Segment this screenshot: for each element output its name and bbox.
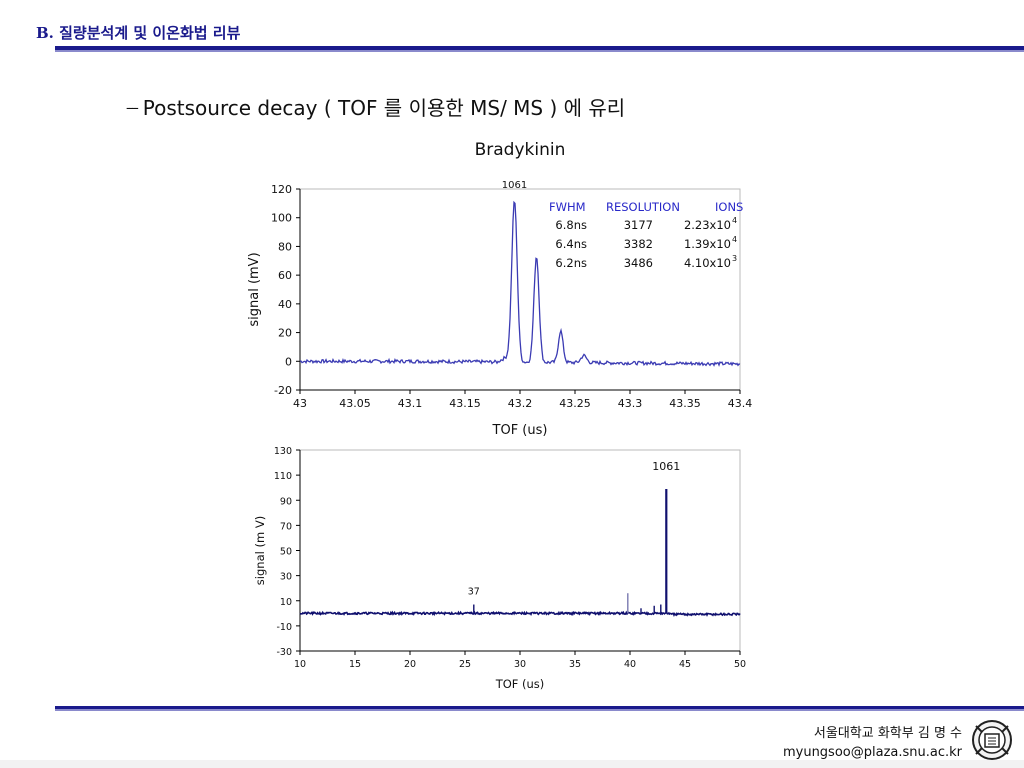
x-tick-label: 43.2 [508,397,533,410]
x-axis-label: TOF (us) [492,423,548,438]
bullet-dash: ---- [126,101,139,116]
table-cell-exponent: 4 [732,235,737,244]
table-cell-resolution: 3486 [624,256,653,270]
y-tick-label: 110 [274,471,292,482]
peak-annotation: 37 [468,587,480,598]
bullet-text: ---- Postsource decay ( TOF 를 이용한 MS/ MS … [126,92,625,121]
x-tick-label: 20 [404,659,416,670]
y-tick-label: 10 [280,597,292,608]
y-tick-label: 40 [278,298,292,311]
x-tick-label: 43.4 [728,397,753,410]
page-bottom-strip [0,760,1024,768]
x-tick-label: 43.3 [618,397,643,410]
table-header: FWHM [549,200,586,214]
x-tick-label: 35 [569,659,581,670]
footer-affiliation: 서울대학교 화학부 김 명 수 [813,726,962,741]
y-tick-label: 80 [278,240,292,253]
x-tick-label: 43.25 [559,397,591,410]
chart-title: Bradykinin [474,140,566,160]
x-axis-label: TOF (us) [495,677,545,691]
table-cell-resolution: 3382 [624,237,653,251]
y-tick-label: 20 [278,327,292,340]
y-tick-label: 120 [271,183,292,196]
header-rule [55,46,1024,50]
header-rule-shadow [55,50,1024,52]
footer-text: 서울대학교 화학부 김 명 수 myungsoo@plaza.snu.ac.kr [783,724,962,762]
footer-rule [55,706,1024,709]
table-header: RESOLUTION [606,200,680,214]
table-cell-fwhm: 6.4ns [555,237,587,251]
university-seal-logo [972,720,1012,760]
y-axis-label: signal (m V) [253,516,267,585]
x-tick-label: 43.15 [449,397,481,410]
y-tick-label: 60 [278,269,292,282]
peak-annotation: 1061 [652,460,680,473]
x-tick-label: 25 [459,659,471,670]
x-tick-label: 43 [293,397,307,410]
x-tick-label: 50 [734,659,746,670]
y-tick-label: 90 [280,496,292,507]
y-tick-label: 130 [274,446,292,457]
chart-bradykinin: 43 43.05 43.1 43.15 43.2 43.25 43.3 43.35 43.412… [247,180,753,438]
plot-frame [299,449,741,652]
x-tick-label: 40 [624,659,636,670]
x-tick-label: 30 [514,659,526,670]
table-cell-resolution: 3177 [624,218,653,232]
x-tick-label: 10 [294,659,306,670]
x-tick-label: 43.1 [398,397,423,410]
table-cell-fwhm: 6.2ns [555,256,587,270]
y-axis-label: signal (mV) [247,252,262,326]
table-cell-ions: 4.10x10 [684,256,731,270]
y-tick-label: -20 [274,384,292,397]
plot-frame [299,188,741,391]
y-tick-label: 100 [271,212,292,225]
table-cell-exponent: 3 [732,254,737,263]
x-tick-label: 43.05 [339,397,371,410]
table-cell-exponent: 4 [732,216,737,225]
y-tick-label: -30 [276,647,292,658]
footer-email: myungsoo@plaza.snu.ac.kr [782,745,962,760]
table-cell-fwhm: 6.8ns [555,218,587,232]
y-tick-label: 70 [280,521,292,532]
x-tick-label: 43.35 [669,397,701,410]
y-tick-label: 0 [285,355,292,368]
table-header: IONS [715,200,743,214]
chart-full-spectrum: 10 15 20 25 30 35 40 45 50 130 110 90 70 50 30 10 -10 -30… [253,446,746,691]
series-baseline [299,610,741,618]
x-tick-label: 15 [349,659,361,670]
footer-rule-shadow [55,709,1024,711]
y-tick-label: 50 [280,547,292,558]
table-cell-ions: 2.23x10 [684,218,731,232]
peak-label-1061: 1061 [502,180,527,191]
table-cell-ions: 1.39x10 [684,237,731,251]
y-tick-label: -10 [276,622,292,633]
y-tick-label: 30 [280,572,292,583]
x-tick-label: 45 [679,659,691,670]
series-line [299,200,741,367]
header-title: B. 질량분석계 및 이온화법 리뷰 [36,24,241,42]
bullet-label: Postsource decay ( TOF 를 이용한 MS/ MS ) 에 … [142,96,626,120]
